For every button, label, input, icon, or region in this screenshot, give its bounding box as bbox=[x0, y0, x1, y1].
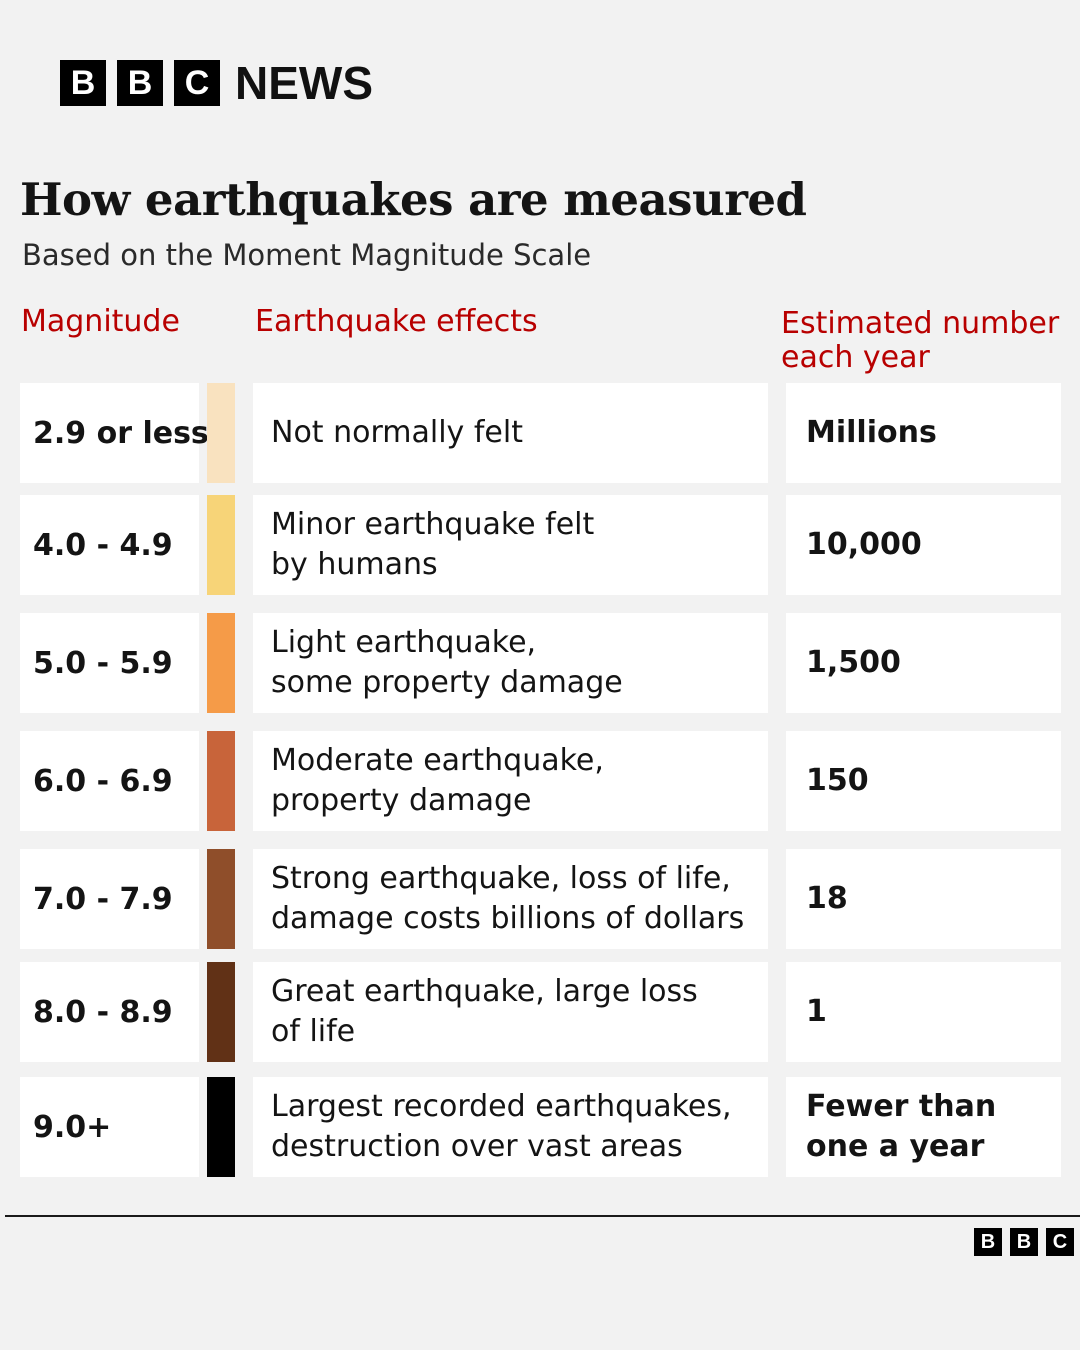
effect-line: Moderate earthquake, bbox=[271, 743, 604, 778]
effect-line: damage costs billions of dollars bbox=[271, 901, 745, 936]
effect-line: some property damage bbox=[271, 665, 623, 700]
page-subtitle: Based on the Moment Magnitude Scale bbox=[22, 238, 592, 272]
magnitude-cell: 7.0 - 7.9 bbox=[20, 849, 199, 949]
effects-cell: Strong earthquake, loss of life, damage c… bbox=[253, 849, 768, 949]
table-row: 7.0 - 7.9 Strong earthquake, loss of lif… bbox=[0, 849, 1080, 949]
effect-line: Largest recorded earthquakes, bbox=[271, 1089, 732, 1124]
table-row: 6.0 - 6.9 Moderate earthquake, property d… bbox=[0, 731, 1080, 831]
logo-news-word: NEWS bbox=[235, 57, 373, 109]
logo-letter-b2: B bbox=[117, 60, 163, 106]
count-line: 18 bbox=[806, 881, 848, 916]
count-line: 10,000 bbox=[806, 527, 922, 562]
column-header-estimated-line1: Estimated number bbox=[781, 306, 1060, 341]
column-header-effects: Earthquake effects bbox=[255, 304, 538, 339]
effects-cell: Largest recorded earthquakes, destruction… bbox=[253, 1077, 768, 1177]
effect-line: property damage bbox=[271, 783, 532, 818]
magnitude-color-swatch bbox=[207, 849, 235, 949]
count-line: Fewer than bbox=[806, 1089, 997, 1124]
count-cell: 150 bbox=[786, 731, 1061, 831]
magnitude-color-swatch bbox=[207, 731, 235, 831]
count-line: 1 bbox=[806, 994, 827, 1029]
effect-line: by humans bbox=[271, 547, 438, 582]
table-row: 8.0 - 8.9 Great earthquake, large loss of… bbox=[0, 962, 1080, 1062]
count-cell: Millions bbox=[786, 383, 1061, 483]
effects-cell: Not normally felt bbox=[253, 383, 768, 483]
effect-line: Minor earthquake felt bbox=[271, 507, 595, 542]
magnitude-cell: 5.0 - 5.9 bbox=[20, 613, 199, 713]
column-header-estimated: Estimated number each year bbox=[781, 307, 1080, 375]
effect-line: Light earthquake, bbox=[271, 625, 537, 660]
table-row: 5.0 - 5.9 Light earthquake, some property… bbox=[0, 613, 1080, 713]
count-cell: 18 bbox=[786, 849, 1061, 949]
table-row: 2.9 or less Not normally felt Millions bbox=[0, 383, 1080, 483]
footer-logo-letter-b1: B bbox=[974, 1228, 1002, 1256]
effect-line: of life bbox=[271, 1014, 356, 1049]
bbc-footer-logo: B B C bbox=[974, 1228, 1074, 1256]
effects-cell: Moderate earthquake, property damage bbox=[253, 731, 768, 831]
count-line: Millions bbox=[806, 415, 937, 450]
magnitude-color-swatch bbox=[207, 613, 235, 713]
count-line: 1,500 bbox=[806, 645, 901, 680]
magnitude-cell: 9.0+ bbox=[20, 1077, 199, 1177]
count-cell: 1,500 bbox=[786, 613, 1061, 713]
effects-cell: Great earthquake, large loss of life bbox=[253, 962, 768, 1062]
count-cell: 1 bbox=[786, 962, 1061, 1062]
effects-cell: Light earthquake, some property damage bbox=[253, 613, 768, 713]
magnitude-color-swatch bbox=[207, 962, 235, 1062]
footer-divider bbox=[5, 1215, 1080, 1217]
column-header-magnitude: Magnitude bbox=[21, 304, 180, 339]
magnitude-cell: 8.0 - 8.9 bbox=[20, 962, 199, 1062]
footer-logo-letter-b2: B bbox=[1010, 1228, 1038, 1256]
count-cell: 10,000 bbox=[786, 495, 1061, 595]
page-title: How earthquakes are measured bbox=[20, 173, 807, 226]
magnitude-color-swatch bbox=[207, 495, 235, 595]
logo-letter-c: C bbox=[174, 60, 220, 106]
magnitude-color-swatch bbox=[207, 383, 235, 483]
count-cell: Fewer than one a year bbox=[786, 1077, 1061, 1177]
magnitude-cell: 4.0 - 4.9 bbox=[20, 495, 199, 595]
footer-logo-letter-c: C bbox=[1046, 1228, 1074, 1256]
logo-letter-b1: B bbox=[60, 60, 106, 106]
table-row: 9.0+ Largest recorded earthquakes, destru… bbox=[0, 1077, 1080, 1177]
effect-line: Great earthquake, large loss bbox=[271, 974, 698, 1009]
bbc-news-logo: B B C NEWS bbox=[60, 60, 373, 106]
magnitude-color-swatch bbox=[207, 1077, 235, 1177]
effect-line: destruction over vast areas bbox=[271, 1129, 683, 1164]
effects-cell: Minor earthquake felt by humans bbox=[253, 495, 768, 595]
magnitude-cell: 6.0 - 6.9 bbox=[20, 731, 199, 831]
magnitude-cell: 2.9 or less bbox=[20, 383, 209, 483]
count-line: 150 bbox=[806, 763, 869, 798]
column-header-estimated-line2: each year bbox=[781, 340, 930, 375]
table-row: 4.0 - 4.9 Minor earthquake felt by humans… bbox=[0, 495, 1080, 595]
count-line: one a year bbox=[806, 1129, 985, 1164]
effect-line: Not normally felt bbox=[271, 415, 523, 450]
effect-line: Strong earthquake, loss of life, bbox=[271, 861, 731, 896]
